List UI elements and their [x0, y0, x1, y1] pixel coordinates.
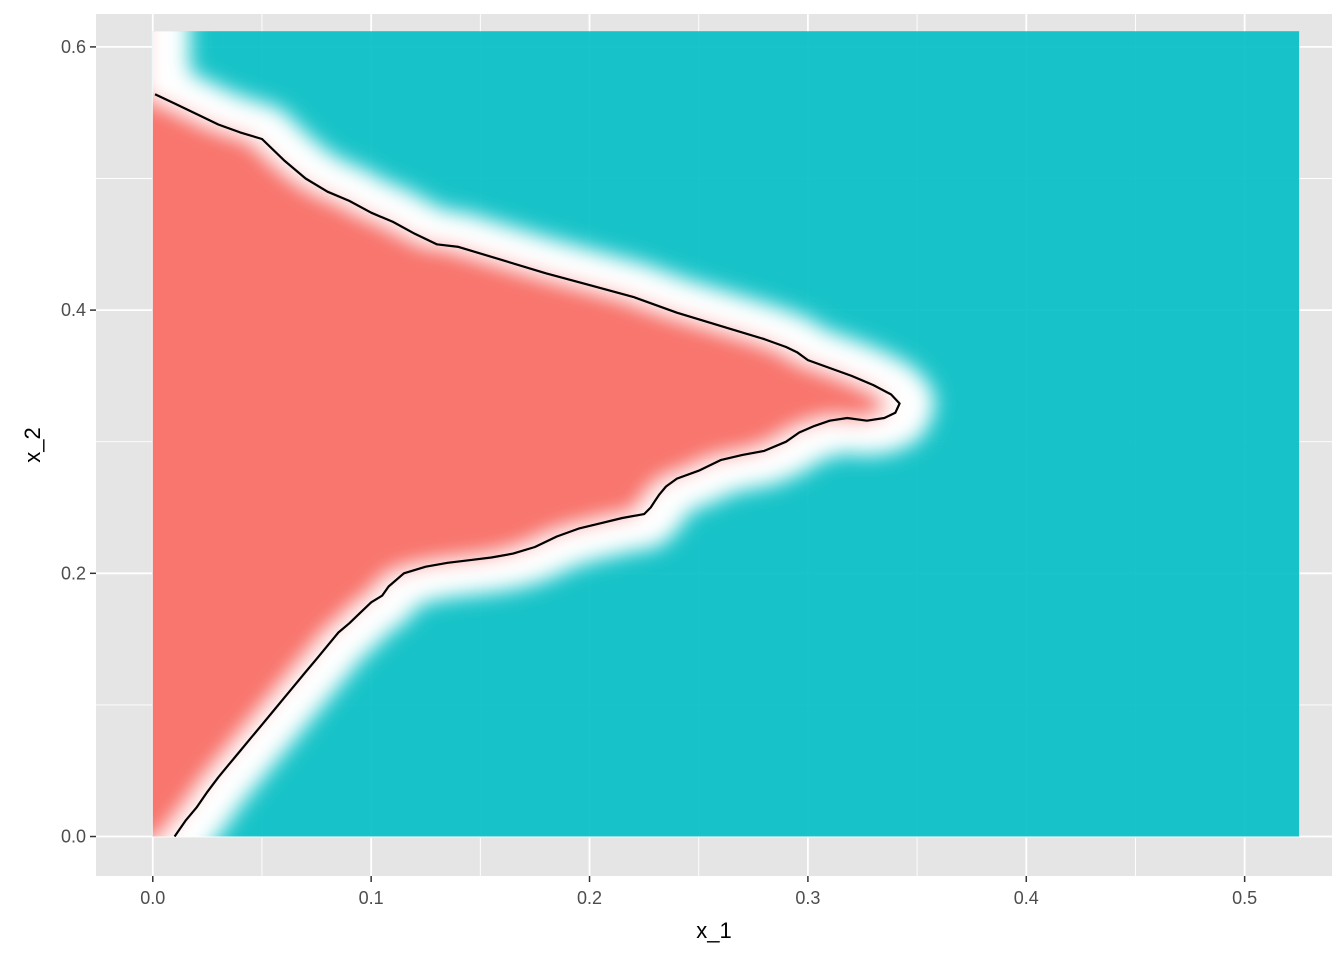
- x-tick-label: 0.4: [1014, 888, 1039, 908]
- class-a-region: [152, 98, 888, 837]
- y-tick-label: 0.4: [61, 300, 86, 320]
- x-tick-label: 0.1: [359, 888, 384, 908]
- x-axis: 0.0 0.1 0.2 0.3 0.4 0.5: [140, 876, 1257, 908]
- x-tick-label: 0.0: [140, 888, 165, 908]
- y-tick-label: 0.2: [61, 563, 86, 583]
- y-axis-title: x_2: [20, 427, 45, 462]
- probability-heatmap: [152, 31, 1300, 837]
- x-tick-label: 0.2: [577, 888, 602, 908]
- x-tick-label: 0.5: [1232, 888, 1257, 908]
- x-axis-title: x_1: [696, 918, 731, 943]
- y-tick-label: 0.0: [61, 827, 86, 847]
- x-tick-label: 0.3: [795, 888, 820, 908]
- y-axis: 0.0 0.2 0.4 0.6: [61, 37, 96, 847]
- decision-boundary-line: [154, 93, 901, 838]
- y-tick-label: 0.6: [61, 37, 86, 57]
